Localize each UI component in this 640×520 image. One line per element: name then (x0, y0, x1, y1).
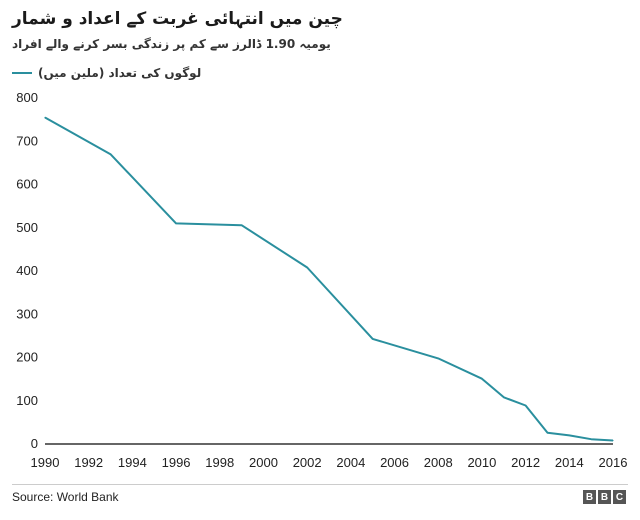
x-tick-label: 1992 (74, 455, 103, 470)
data-point (590, 438, 592, 440)
x-tick-label: 2000 (249, 455, 278, 470)
x-tick-label: 2014 (555, 455, 584, 470)
bbc-logo-letter: C (613, 490, 626, 504)
y-tick-label: 600 (16, 177, 38, 192)
data-point (44, 116, 46, 119)
x-tick-label: 2002 (293, 455, 322, 470)
y-axis: 0 100 200 300 400 500 600 700 800 (16, 90, 38, 451)
x-tick-label: 2006 (380, 455, 409, 470)
data-point (525, 404, 527, 407)
y-tick-label: 700 (16, 133, 38, 148)
data-point (481, 378, 483, 380)
x-tick-label: 2008 (424, 455, 453, 470)
legend-line-swatch (12, 72, 32, 74)
y-tick-label: 500 (16, 220, 38, 235)
data-point (437, 357, 439, 359)
data-point (306, 266, 308, 269)
chart-subtitle: یومیہ 1.90 ڈالرز سے کم پر زندگی بسر کرنے… (12, 37, 331, 51)
data-point (612, 439, 614, 442)
series-line (44, 116, 614, 442)
y-tick-label: 300 (16, 306, 38, 321)
y-tick-label: 400 (16, 263, 38, 278)
data-point (568, 434, 570, 436)
x-tick-label: 1990 (31, 455, 60, 470)
series-group (44, 116, 614, 442)
x-tick-label: 1996 (162, 455, 191, 470)
bbc-logo-letter: B (598, 490, 611, 504)
x-tick-label: 2004 (336, 455, 365, 470)
bbc-logo: B B C (583, 490, 626, 504)
x-tick-label: 2016 (599, 455, 628, 470)
y-tick-label: 100 (16, 393, 38, 408)
data-point (546, 432, 549, 434)
legend: لوگوں کی تعداد (ملین میں) (12, 66, 201, 80)
y-tick-label: 200 (16, 350, 38, 365)
bbc-logo-letter: B (583, 490, 596, 504)
chart-title: چین میں انتہائی غربت کے اعداد و شمار (12, 9, 343, 29)
x-axis: 1990 1992 1994 1996 1998 2000 2002 2004 2006 2008… (31, 455, 628, 470)
data-point (109, 153, 112, 155)
x-tick-label: 2012 (511, 455, 540, 470)
legend-label: لوگوں کی تعداد (ملین میں) (38, 66, 202, 80)
data-point (372, 338, 374, 340)
y-tick-label: 0 (31, 436, 38, 451)
x-tick-label: 2010 (467, 455, 496, 470)
footer-divider (12, 484, 628, 485)
data-point (241, 224, 243, 226)
y-tick-label: 800 (16, 90, 38, 105)
data-point (175, 222, 177, 225)
source-note: Source: World Bank (12, 490, 119, 504)
x-tick-label: 1994 (118, 455, 147, 470)
data-point (503, 396, 505, 398)
x-tick-label: 1998 (205, 455, 234, 470)
